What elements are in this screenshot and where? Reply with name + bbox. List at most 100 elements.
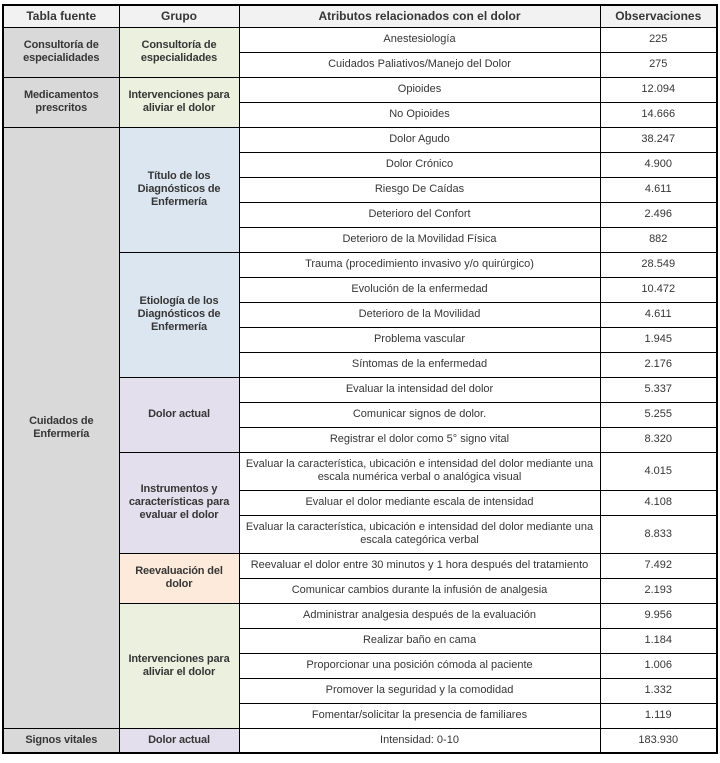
table-header: Tabla fuente Grupo Atributos relacionado… [2,4,718,28]
observations-cell: 9.956 [599,602,718,629]
group-cell: Reevaluación del dolor [118,552,240,604]
observations-cell: 28.549 [599,251,718,278]
group-cell: Dolor actual [118,376,240,453]
attribute-cell: Intensidad: 0-10 [238,727,601,754]
observations-cell: 1.184 [599,627,718,654]
table-row: Deterioro del Confort 2.496 [3,201,718,228]
table-row: Comunicar cambios durante la infusión de… [3,577,718,604]
observations-cell: 275 [599,51,718,78]
observations-cell: 183.930 [599,727,718,754]
table-row: Proporcionar una posición cómoda al paci… [3,652,718,679]
attribute-cell: Evaluar la característica, ubicación e i… [238,451,601,491]
group-cell: Consultoría de especialidades [118,26,240,78]
table-row: Evaluar la característica, ubicación e i… [3,514,718,554]
column-header-observaciones: Observaciones [599,4,718,28]
group-cell: Título de los Diagnósticos de Enfermería [118,126,240,253]
observations-cell: 5.337 [599,376,718,403]
source-cell: Medicamentos prescritos [2,76,120,128]
header-row: Tabla fuente Grupo Atributos relacionado… [2,4,718,28]
table-row: Cuidados de Enfermería Título de los Diag… [2,126,718,729]
group-cell: Dolor actual [118,727,240,754]
table-row: Instrumentos y características para eval… [3,451,718,554]
source-cell: Consultoría de especialidades [2,26,120,78]
attribute-cell: Deterioro de la Movilidad Física [238,226,601,253]
group-cell: Intervenciones para aliviar el dolor [118,76,240,128]
attribute-cell: Anestesiología [238,26,601,53]
attribute-cell: Evaluar el dolor mediante escala de inte… [238,489,601,516]
observations-cell: 5.255 [599,401,718,428]
attribute-cell: Deterioro de la Movilidad [238,301,601,328]
group-cell: Etiología de los Diagnósticos de Enferme… [118,251,240,378]
attribute-cell: Deterioro del Confort [238,201,601,228]
attribute-cell: Riesgo De Caídas [238,176,601,203]
table-row: Síntomas de la enfermedad 2.176 [3,351,718,378]
attribute-cell: Evolución de la enfermedad [238,276,601,303]
observations-cell: 38.247 [599,126,718,153]
observations-cell: 225 [599,26,718,53]
column-header-grupo: Grupo [118,4,240,28]
table-row: Deterioro de la Movilidad 4.611 [3,301,718,328]
attribute-cell: Proporcionar una posición cómoda al paci… [238,652,601,679]
table-row: Realizar baño en cama 1.184 [3,627,718,654]
table-row: Etiología de los Diagnósticos de Enferme… [3,251,718,378]
attribute-cell: No Opioides [238,101,601,128]
group-cell: Instrumentos y características para eval… [118,451,240,554]
attribute-cell: Dolor Agudo [238,126,601,153]
observations-cell: 882 [599,226,718,253]
table-row: Cuidados Paliativos/Manejo del Dolor 275 [3,51,718,78]
table-row: Fomentar/solicitar la presencia de famil… [3,702,718,729]
attribute-cell: Comunicar signos de dolor. [238,401,601,428]
observations-cell: 1.119 [599,702,718,729]
attribute-cell: Administrar analgesia después de la eval… [238,602,601,629]
table-row: Consultoría de especialidades Consultoría… [2,26,718,78]
table-row: Registrar el dolor como 5° signo vital 8.… [3,426,718,453]
attribute-cell: Promover la seguridad y la comodidad [238,677,601,704]
table-row: Signos vitales Dolor actual Intensidad: 0-… [2,727,718,754]
source-cell: Signos vitales [2,727,120,754]
observations-cell: 14.666 [599,101,718,128]
table-row: Riesgo De Caídas 4.611 [3,176,718,203]
column-header-atributos: Atributos relacionados con el dolor [238,4,601,28]
table-row: Dolor actual Evaluar la intensidad del do… [3,376,718,453]
observations-cell: 4.015 [599,451,718,491]
attribute-cell: Síntomas de la enfermedad [238,351,601,378]
group-cell: Intervenciones para aliviar el dolor [118,602,240,729]
attribute-cell: Reevaluar el dolor entre 30 minutos y 1 … [238,552,601,579]
attribute-cell: Realizar baño en cama [238,627,601,654]
observations-cell: 1.006 [599,652,718,679]
table-row: Reevaluación del dolor Reevaluar el dolor… [3,552,718,604]
column-header-tabla-fuente: Tabla fuente [2,4,120,28]
observations-cell: 8.320 [599,426,718,453]
attribute-cell: Evaluar la característica, ubicación e i… [238,514,601,554]
table-body: Consultoría de especialidades Consultoría… [2,26,718,754]
attribute-cell: Evaluar la intensidad del dolor [238,376,601,403]
attribute-cell: Fomentar/solicitar la presencia de famil… [238,702,601,729]
observations-cell: 10.472 [599,276,718,303]
observations-cell: 4.611 [599,176,718,203]
attribute-cell: Registrar el dolor como 5° signo vital [238,426,601,453]
attribute-cell: Trauma (procedimiento invasivo y/o quirú… [238,251,601,278]
observations-cell: 4.900 [599,151,718,178]
attribute-cell: Problema vascular [238,326,601,353]
observations-cell: 4.611 [599,301,718,328]
observations-cell: 2.176 [599,351,718,378]
table-row: Comunicar signos de dolor. 5.255 [3,401,718,428]
observations-cell: 4.108 [599,489,718,516]
table-row: Intervenciones para aliviar el dolor Admi… [3,602,718,729]
observations-cell: 7.492 [599,552,718,579]
table-row: Evaluar el dolor mediante escala de inte… [3,489,718,516]
attribute-cell: Cuidados Paliativos/Manejo del Dolor [238,51,601,78]
observations-cell: 1.332 [599,677,718,704]
attribute-cell: Opioides [238,76,601,103]
table-row: Medicamentos prescritos Intervenciones pa… [2,76,718,128]
table-row: Dolor Crónico 4.900 [3,151,718,178]
pain-attributes-table: Tabla fuente Grupo Atributos relacionado… [2,4,718,754]
attribute-cell: Comunicar cambios durante la infusión de… [238,577,601,604]
observations-cell: 2.496 [599,201,718,228]
table-row: Promover la seguridad y la comodidad 1.33… [3,677,718,704]
source-cell: Cuidados de Enfermería [2,126,120,729]
observations-cell: 1.945 [599,326,718,353]
table-row: Deterioro de la Movilidad Física 882 [3,226,718,253]
observations-cell: 12.094 [599,76,718,103]
